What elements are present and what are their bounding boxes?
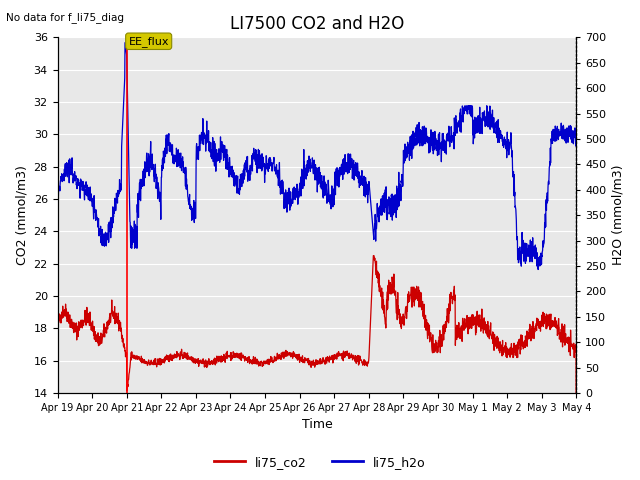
Legend: li75_co2, li75_h2o: li75_co2, li75_h2o	[209, 451, 431, 474]
Y-axis label: H2O (mmol/m3): H2O (mmol/m3)	[612, 165, 625, 265]
Y-axis label: CO2 (mmol/m3): CO2 (mmol/m3)	[15, 165, 28, 265]
X-axis label: Time: Time	[301, 419, 332, 432]
Text: No data for f_li75_diag: No data for f_li75_diag	[6, 12, 124, 23]
Text: EE_flux: EE_flux	[129, 36, 169, 47]
Title: LI7500 CO2 and H2O: LI7500 CO2 and H2O	[230, 15, 404, 33]
